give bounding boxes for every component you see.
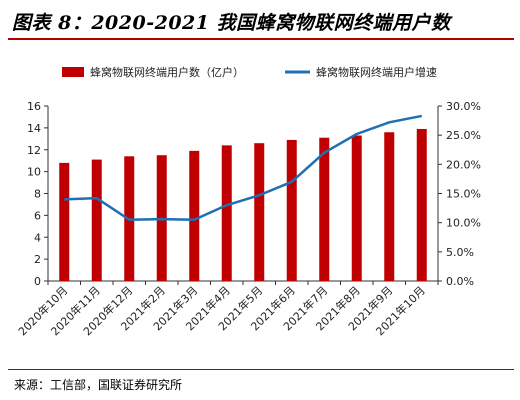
source-rule: [8, 369, 514, 370]
bar: [221, 145, 232, 281]
source-note: 来源：工信部，国联证券研究所: [14, 378, 183, 392]
bar: [319, 137, 330, 281]
y-right-tick-label: 25.0%: [446, 129, 481, 142]
y-right-tick-label: 10.0%: [446, 217, 481, 230]
line-path: [64, 114, 422, 221]
axes: 0 2 4 6 8 10 12 14 16 0.0% 5.0% 10.0% 15.0% 20.0% 25.0…: [27, 100, 481, 288]
legend: 蜂窝物联网终端用户数（亿户） 蜂窝物联网终端用户增速: [62, 65, 437, 79]
y-left-tick-label: 14: [27, 122, 41, 135]
y-left-tick-label: 10: [27, 166, 41, 179]
legend-swatch-bar: [62, 67, 84, 77]
y-right-tick-label: 5.0%: [446, 246, 474, 259]
legend-label-line: 蜂窝物联网终端用户增速: [316, 65, 437, 79]
y-left-tick-label: 16: [27, 100, 41, 113]
x-tick-labels: 2020年10月2020年11月2020年12月2021年2月2021年3月20…: [15, 283, 428, 338]
bar-series: [59, 128, 427, 281]
bar: [59, 162, 70, 281]
y-right-tick-label: 0.0%: [446, 275, 474, 288]
y-left-tick-label: 0: [34, 275, 41, 288]
y-right-tick-label: 20.0%: [446, 158, 481, 171]
title-rule: [8, 38, 514, 40]
bar: [351, 135, 362, 281]
y-right-tick-label: 15.0%: [446, 188, 481, 201]
legend-label-bar: 蜂窝物联网终端用户数（亿户）: [90, 65, 244, 79]
bar: [91, 159, 102, 281]
bar: [254, 143, 265, 281]
y-left-tick-label: 2: [34, 253, 41, 266]
bar: [286, 139, 297, 281]
y-left-tick-label: 8: [34, 188, 41, 201]
bar: [384, 132, 395, 281]
bar: [416, 128, 427, 281]
line-series: [64, 114, 422, 221]
y-right-tick-label: 30.0%: [446, 100, 481, 113]
chart-title: 图表 8：2020-2021 我国蜂窝物联网终端用户数: [12, 12, 451, 34]
bar: [189, 150, 200, 281]
y-left-tick-label: 6: [34, 209, 41, 222]
y-left-tick-label: 4: [34, 231, 41, 244]
y-left-tick-label: 12: [27, 144, 41, 157]
